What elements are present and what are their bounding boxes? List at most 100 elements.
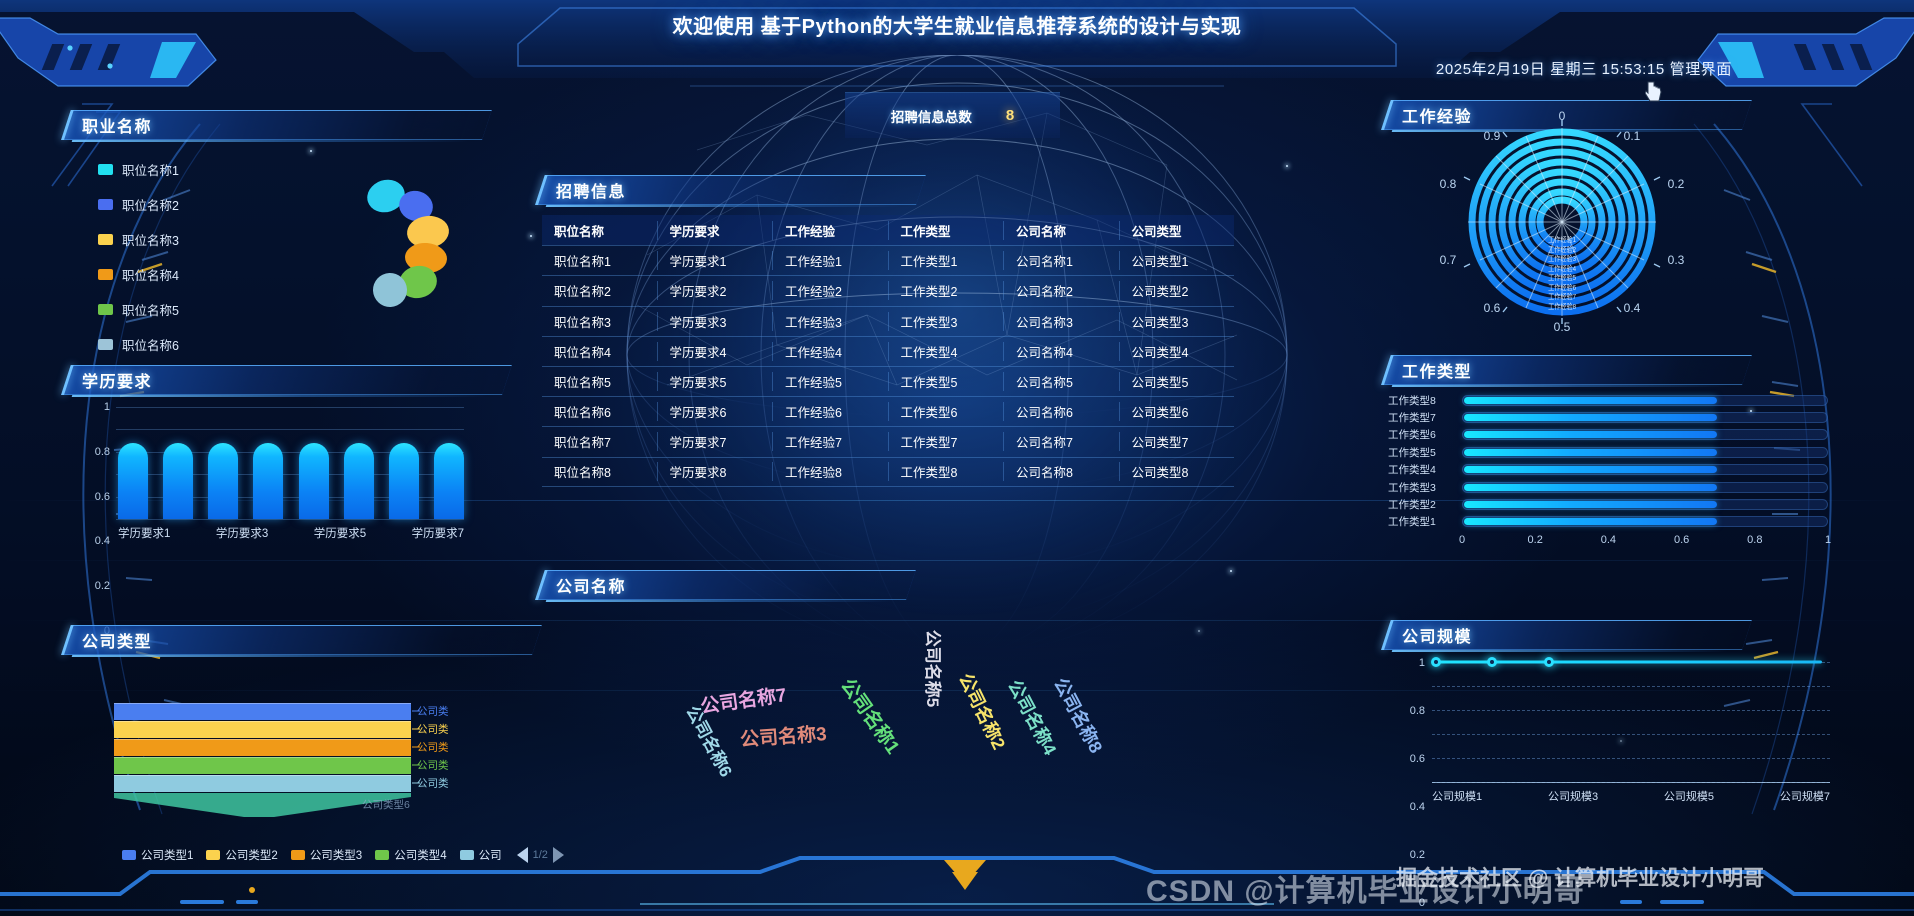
bar[interactable] <box>388 442 419 519</box>
counter-value: 8 <box>1005 107 1015 124</box>
table-header-cell: 工作经验 <box>773 220 889 240</box>
table-header-cell: 学历要求 <box>658 220 773 240</box>
table-cell: 职位名称5 <box>542 372 658 392</box>
recruit-table[interactable]: 职位名称 学历要求 工作经验 工作类型 公司名称 公司类型 职位名称1 学历要求1 工作经验1 工… <box>542 215 1234 487</box>
area-band[interactable] <box>114 721 411 738</box>
job-type-bar-row[interactable]: 工作类型5 <box>1388 445 1828 459</box>
legend-label: 公司 <box>478 850 502 862</box>
word-cloud-item[interactable]: 公司名称5 <box>923 629 943 708</box>
x-axis-tick-label: 0.8 <box>1747 534 1763 547</box>
gridline: 0.4 <box>1410 734 1830 813</box>
table-cell: 学历要求8 <box>658 462 773 482</box>
bar[interactable] <box>163 442 194 519</box>
panel-company-size-title: 公司规模 <box>1382 620 1752 652</box>
legend-swatch <box>98 338 113 350</box>
company-name-word-cloud[interactable]: 公司名称7 公司名称3 公司名称6 公司名称1 公司名称5 公司名称2 公司名称4 公司名称8 <box>682 629 1220 810</box>
bar[interactable] <box>433 442 464 519</box>
legend-swatch <box>206 850 221 860</box>
company-type-legend-item[interactable]: 公司类型1 <box>122 847 193 863</box>
x-axis-tick-label: 学历要求1 <box>118 528 171 540</box>
y-axis-tick-label: 0.8 <box>94 445 110 458</box>
band-label: 公司类 <box>417 705 449 718</box>
area-band[interactable] <box>114 703 411 720</box>
polar-series-label: 工作经验4 <box>1547 263 1577 273</box>
job-type-bar-row[interactable]: 工作类型4 <box>1388 463 1828 477</box>
bar-track <box>1462 412 1828 424</box>
occupation-legend-item[interactable]: 职位名称1 <box>98 158 179 180</box>
job-type-bar-row[interactable]: 工作类型6 <box>1388 428 1828 442</box>
next-page-icon[interactable] <box>552 847 564 863</box>
bar-fill <box>1464 501 1717 509</box>
table-cell: 工作类型3 <box>889 311 1004 331</box>
job-type-bar-row[interactable]: 工作类型2 <box>1388 497 1828 511</box>
y-axis-tick-label: 0.2 <box>94 580 110 593</box>
bar[interactable] <box>298 442 329 519</box>
company-type-legend-item[interactable]: 公司类型3 <box>290 847 363 863</box>
polar-tick-0-7: 0.7 <box>1439 253 1457 267</box>
occupation-legend-item[interactable]: 职位名称5 <box>98 298 179 320</box>
bar-track <box>1462 429 1828 441</box>
polar-tick-0-9: 0.9 <box>1483 129 1501 143</box>
bar[interactable] <box>253 442 284 519</box>
table-row[interactable]: 职位名称8 学历要求8 工作经验8 工作类型8 公司名称8 公司类型8 <box>542 456 1234 487</box>
table-row[interactable]: 职位名称2 学历要求2 工作经验2 工作类型2 公司名称2 公司类型2 <box>542 275 1234 305</box>
panel-occupation-title: 职业名称 <box>62 110 492 142</box>
bar-track <box>1462 481 1828 493</box>
occupation-legend-item[interactable]: 职位名称6 <box>98 333 179 355</box>
area-band[interactable] <box>114 739 411 756</box>
x-axis-tick-label: 学历要求3 <box>215 528 269 540</box>
bar[interactable] <box>208 442 239 519</box>
word-cloud-item[interactable]: 公司名称2 <box>955 670 1010 753</box>
company-type-legend-item[interactable]: 公司类型4 <box>375 847 447 863</box>
table-cell: 职位名称2 <box>542 281 658 301</box>
line-data-point[interactable] <box>1544 657 1554 667</box>
occupation-legend-item[interactable]: 职位名称3 <box>98 228 179 250</box>
prev-page-icon[interactable] <box>516 847 528 863</box>
job-type-bar-row[interactable]: 工作类型3 <box>1388 480 1828 494</box>
job-type-bar-row[interactable]: 工作类型1 <box>1388 515 1828 529</box>
legend-swatch <box>290 850 305 860</box>
company-type-legend-item[interactable]: 公司 <box>459 847 502 863</box>
table-row[interactable]: 职位名称7 学历要求7 工作经验7 工作类型7 公司名称7 公司类型7 <box>542 426 1234 456</box>
occupation-legend-item[interactable]: 职位名称4 <box>98 263 179 285</box>
table-row[interactable]: 职位名称3 学历要求3 工作经验3 工作类型3 公司名称3 公司类型3 <box>542 305 1234 336</box>
company-type-area-chart: 公司类 公司类 公司类 公司类 公司类 公司类型6 <box>72 675 502 825</box>
polar-tick-0-1: 0.1 <box>1623 129 1641 143</box>
legend-label: 公司类型3 <box>309 850 363 862</box>
y-axis-tick-label: 0.8 <box>1409 705 1425 717</box>
word-cloud-item[interactable]: 公司名称7 <box>699 685 788 718</box>
table-cell: 工作经验1 <box>773 251 889 271</box>
panel-job-type: 工作类型 工作类型8 工作类型7 工作类型6 工作类型5 工作类型4 工作类型3 工作类型2… <box>1382 355 1852 575</box>
table-cell: 职位名称6 <box>542 402 658 422</box>
table-cell: 公司类型4 <box>1131 345 1189 360</box>
table-row[interactable]: 职位名称5 学历要求5 工作经验5 工作类型5 公司名称5 公司类型5 <box>542 365 1234 396</box>
table-row[interactable]: 职位名称1 学历要求1 工作经验1 工作类型1 公司名称1 公司类型1 <box>542 245 1234 275</box>
table-cell: 工作类型4 <box>889 341 1004 361</box>
word-cloud-item[interactable]: 公司名称3 <box>739 724 828 751</box>
job-type-bar-row[interactable]: 工作类型7 <box>1388 410 1828 424</box>
polar-tick-0-3: 0.3 <box>1667 253 1685 267</box>
occupation-legend: 职位名称1 职位名称2 职位名称3 职位名称4 职位名称5 职位名称6 <box>98 158 179 368</box>
y-axis-tick-label: 0 <box>1418 897 1425 909</box>
area-band[interactable] <box>114 757 411 774</box>
line-data-point[interactable] <box>1487 657 1498 667</box>
band-leader-line <box>412 746 420 748</box>
legend-swatch <box>98 268 113 280</box>
band-leader-line <box>412 782 420 784</box>
table-cell: 公司类型2 <box>1131 285 1189 300</box>
table-row[interactable]: 职位名称6 学历要求6 工作经验6 工作类型6 公司名称6 公司类型6 <box>542 396 1234 426</box>
job-type-bar-row[interactable]: 工作类型8 <box>1388 393 1828 407</box>
legend-swatch <box>98 198 113 210</box>
line-data-point[interactable] <box>1430 657 1441 667</box>
bar[interactable] <box>343 442 374 519</box>
panel-company-size: 公司规模 0 0.2 0.4 0.6 0.8 1 公司规模1 公司规模3 公司规模5 公司规模7 <box>1382 620 1862 909</box>
occupation-legend-item[interactable]: 职位名称2 <box>98 193 179 215</box>
area-band[interactable] <box>114 775 411 792</box>
band-leader-line <box>412 728 420 730</box>
bar[interactable] <box>118 442 148 519</box>
table-row[interactable]: 职位名称4 学历要求4 工作经验4 工作类型4 公司名称4 公司类型4 <box>542 335 1234 366</box>
company-type-legend-item[interactable]: 公司类型2 <box>206 847 278 863</box>
education-bar-chart: 00.2 0.4 0.6 0.8 1 学历要求1 学历要求3 学历要求5 学历要求7 <box>70 401 470 637</box>
word-cloud-item[interactable]: 公司名称1 <box>836 675 904 759</box>
